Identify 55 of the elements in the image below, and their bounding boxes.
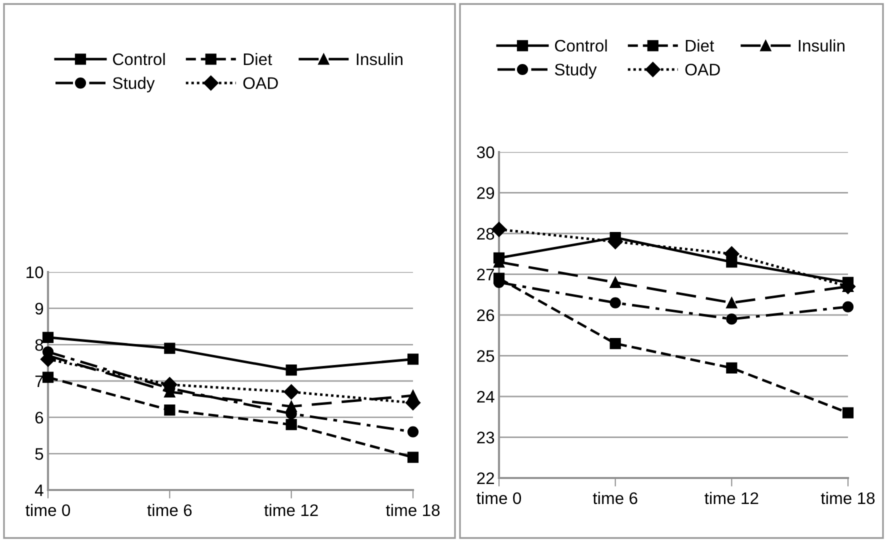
- point: [726, 362, 738, 374]
- point: [610, 276, 621, 288]
- legend-label: Insulin: [798, 39, 844, 52]
- x-tick-label: time 0: [476, 492, 522, 504]
- y-tick-label: 28: [477, 228, 494, 240]
- legend-label: Diet: [686, 39, 714, 52]
- y-tick-label: 6: [35, 412, 44, 424]
- y-tick-label: 22: [477, 472, 494, 484]
- y-tick-label: 10: [26, 266, 44, 278]
- point: [610, 338, 621, 350]
- x-tick-label: time 18: [386, 504, 440, 516]
- point: [842, 301, 854, 312]
- y-tick-label: 4: [34, 484, 44, 496]
- legend-label: Study: [112, 76, 155, 92]
- legend-label: Control: [555, 39, 607, 52]
- point: [286, 364, 297, 376]
- point: [407, 426, 419, 438]
- point: [407, 390, 419, 402]
- legend-label: Insulin: [356, 52, 402, 66]
- legend-label: Control: [113, 52, 165, 66]
- y-tick-label: 26: [477, 309, 494, 322]
- y-tick-label: 24: [477, 390, 494, 403]
- point: [42, 332, 54, 343]
- y-tick-label: 23: [477, 432, 494, 444]
- point: [286, 419, 297, 430]
- y-tick-label: 7: [35, 376, 43, 388]
- x-tick-label: time 12: [704, 492, 758, 504]
- y-tick-label: 27: [477, 268, 494, 280]
- point: [610, 297, 621, 308]
- x-tick-label: time 6: [147, 504, 192, 516]
- x-tick-label: time 18: [820, 492, 875, 504]
- y-tick-label: 30: [476, 146, 494, 158]
- point: [286, 400, 297, 412]
- y-tick-label: 9: [35, 302, 44, 315]
- legend-label: Study: [554, 63, 597, 79]
- point: [493, 272, 505, 284]
- x-tick-label: time 12: [264, 504, 318, 516]
- y-tick-label: 5: [35, 448, 44, 460]
- y-tick-label: 25: [477, 350, 494, 362]
- point: [284, 384, 299, 400]
- point: [407, 354, 419, 365]
- point: [164, 404, 176, 416]
- point: [42, 372, 54, 383]
- y-tick-label: 8: [35, 339, 44, 351]
- legend-label: OAD: [685, 64, 720, 76]
- point: [842, 407, 854, 418]
- point: [164, 342, 176, 354]
- x-tick-label: time 0: [26, 504, 70, 516]
- point: [726, 297, 738, 308]
- legend-label: Diet: [244, 52, 272, 66]
- x-tick-label: time 6: [592, 492, 638, 504]
- y-tick-label: 29: [477, 187, 494, 199]
- legend-label: OAD: [243, 77, 278, 90]
- point: [726, 314, 738, 325]
- point: [407, 452, 419, 463]
